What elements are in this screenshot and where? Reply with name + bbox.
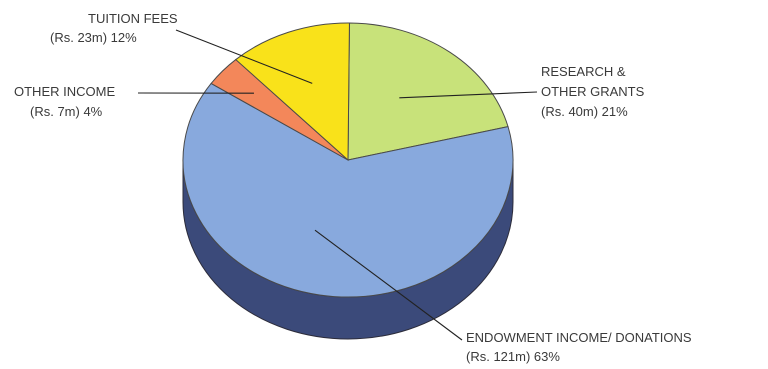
leader-line-endowment	[314, 229, 463, 341]
pie-slices	[182, 22, 514, 298]
leader-lines	[137, 29, 538, 341]
slice-value-tuition: (Rs. 23m) 12%	[50, 30, 137, 45]
leader-line-tuition	[175, 29, 313, 84]
slice-value-research: (Rs. 40m) 21%	[541, 104, 628, 119]
pie-slice-endowment	[182, 82, 514, 298]
leader-line-research	[399, 91, 538, 99]
slice-value-endowment: (Rs. 121m) 63%	[466, 349, 560, 364]
slice-label-endowment: ENDOWMENT INCOME/ DONATIONS	[466, 330, 692, 345]
slice-label-research-line2: OTHER GRANTS	[541, 84, 645, 99]
slice-value-other-income: (Rs. 7m) 4%	[30, 104, 103, 119]
pie-slice-research	[347, 22, 509, 161]
slice-label-tuition: TUITION FEES	[88, 11, 178, 26]
slice-label-research: RESEARCH &	[541, 64, 626, 79]
slice-label-other-income: OTHER INCOME	[14, 84, 115, 99]
